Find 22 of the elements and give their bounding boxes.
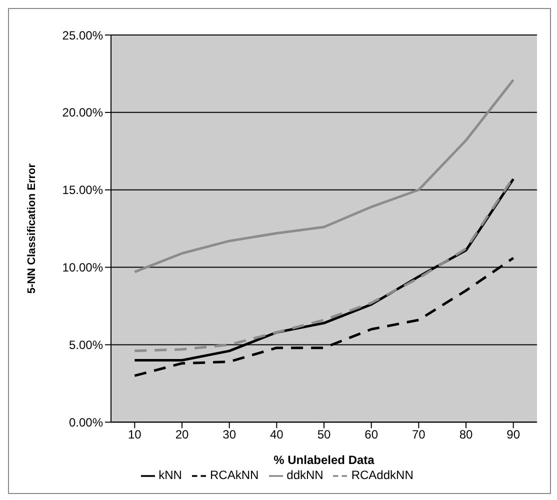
x-tick-label: 70: [412, 428, 426, 442]
x-tick-label: 40: [270, 428, 284, 442]
x-tick-label: 50: [317, 428, 331, 442]
x-axis-title: % Unlabeled Data: [274, 453, 375, 468]
legend-label: RCAddkNN: [351, 468, 414, 482]
y-tick-label: 10.00%: [62, 260, 104, 275]
x-tick-label: 80: [459, 428, 473, 442]
y-axis-title: 5-NN Classification Error: [26, 162, 38, 294]
y-tick-label: 5.00%: [68, 338, 104, 352]
y-tick-label: 15.00%: [62, 183, 104, 198]
x-tick-label: 10: [128, 428, 142, 442]
x-tick-label: 30: [222, 428, 236, 442]
x-tick-label: 20: [175, 428, 189, 442]
x-tick-label: 90: [506, 428, 520, 442]
line-series: [133, 78, 515, 274]
y-tick-label: 20.00%: [62, 106, 104, 120]
x-tick-label: 60: [364, 428, 378, 442]
y-tick-label: 25.00%: [62, 28, 104, 42]
y-tick-label: 0.00%: [68, 415, 104, 430]
legend-label: ddkNN: [286, 468, 324, 482]
legend-label: kNN: [158, 468, 182, 482]
legend-label: RCAkNN: [210, 468, 259, 482]
